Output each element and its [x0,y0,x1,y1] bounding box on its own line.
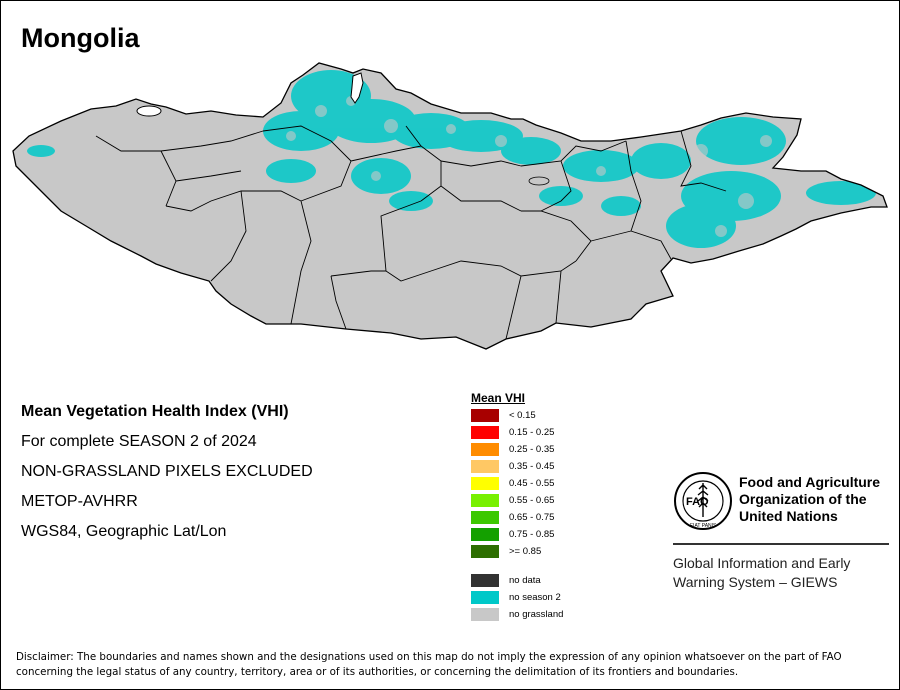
legend-swatch [471,608,499,621]
legend-item: 0.55 - 0.65 [471,494,631,507]
legend-label: no grassland [509,609,564,620]
info-season: For complete SEASON 2 of 2024 [21,433,257,450]
legend-item: >= 0.85 [471,545,631,558]
legend-title: Mean VHI [471,391,526,405]
info-exclusion: NON-GRASSLAND PIXELS EXCLUDED [21,463,313,480]
disclaimer: Disclaimer: The boundaries and names sho… [16,651,842,678]
legend-swatch [471,426,499,439]
legend-label: < 0.15 [509,410,536,421]
legend-label: 0.65 - 0.75 [509,512,555,523]
fao-logo-motto: FIAT PANIS [690,523,717,529]
fao-org-name: Food and Agriculture Organization of the… [739,474,899,525]
legend-label: 0.55 - 0.65 [509,495,555,506]
map-info-block: Mean Vegetation Health Index (VHI) For c… [21,397,313,547]
giews-line: Warning System – GIEWS [673,574,838,590]
legend-item: < 0.15 [471,409,631,422]
legend-swatch [471,460,499,473]
giews-line: Global Information and Early [673,555,851,571]
legend-swatch [471,511,499,524]
legend-swatch [471,591,499,604]
capital-area [528,176,550,186]
legend-swatch [471,409,499,422]
legend-label: 0.15 - 0.25 [509,427,555,438]
info-projection: WGS84, Geographic Lat/Lon [21,523,227,540]
fao-org-line: Food and Agriculture [739,474,881,490]
legend-swatch [471,545,499,558]
legend-swatch [471,528,499,541]
no-season-areas [27,70,876,248]
info-index-name: Mean Vegetation Health Index (VHI) [21,403,289,420]
fao-logo-letters: FAO [686,496,709,508]
legend-item: no season 2 [471,591,631,604]
fao-logo-icon: FAO FIAT PANIS [674,472,732,530]
legend-label: >= 0.85 [509,546,542,557]
lake-khuvsgul [350,72,364,104]
legend-item: 0.15 - 0.25 [471,426,631,439]
legend-label: 0.35 - 0.45 [509,461,555,472]
legend-item: 0.45 - 0.55 [471,477,631,490]
legend-label: no season 2 [509,592,561,603]
legend-swatch [471,477,499,490]
map-title: Mongolia [21,23,140,53]
giews-name: Global Information and Early Warning Sys… [673,554,850,592]
legend-label: 0.45 - 0.55 [509,478,555,489]
province-boundaries [95,125,727,340]
legend-label: 0.75 - 0.85 [509,529,555,540]
legend-item: 0.65 - 0.75 [471,511,631,524]
legend-item: no grassland [471,608,631,621]
fao-org-line: United Nations [739,508,838,524]
legend-item: 0.35 - 0.45 [471,460,631,473]
legend-item: no data [471,574,631,587]
info-sensor: METOP-AVHRR [21,493,138,510]
lake-uvs [136,105,162,117]
legend-swatch [471,443,499,456]
fao-org-line: Organization of the [739,491,867,507]
legend: Mean VHI < 0.15 0.15 - 0.25 0.25 - 0.35 0.3… [471,391,563,621]
legend-item: 0.75 - 0.85 [471,528,631,541]
fao-divider [673,543,889,545]
legend-swatch [471,494,499,507]
legend-swatch [471,574,499,587]
legend-label: no data [509,575,541,586]
legend-item: 0.25 - 0.35 [471,443,631,456]
legend-label: 0.25 - 0.35 [509,444,555,455]
